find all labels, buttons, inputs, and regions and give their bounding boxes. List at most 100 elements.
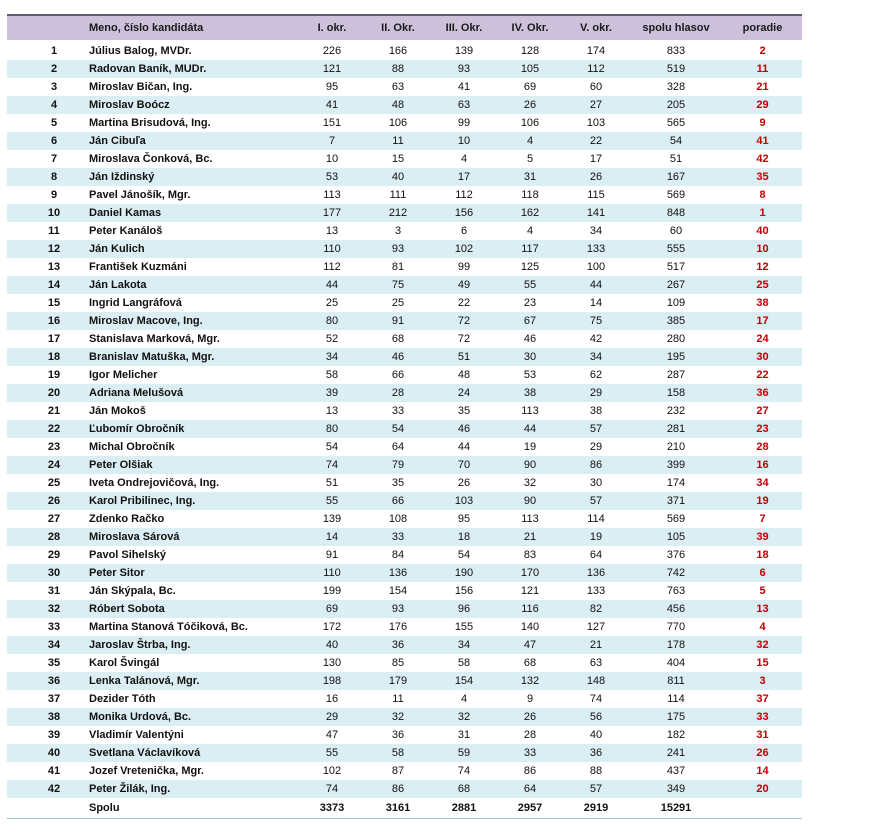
votes-okr-5: 29 (589, 441, 603, 453)
row-number: 42 (7, 780, 87, 798)
table-row: 13 František Kuzmáni 112 81 99 125 100 517 12 (7, 258, 802, 276)
table-row: 19 Igor Melicher 58 66 48 53 62 287 22 (7, 366, 802, 384)
votes-okr-5: 86 (563, 456, 629, 474)
total-votes: 178 (629, 636, 723, 654)
candidate-name: Ján Skýpala, Bc. (89, 585, 176, 597)
votes-okr-5: 64 (589, 549, 603, 561)
votes-okr-1: 54 (325, 441, 339, 453)
total-votes: 456 (629, 600, 723, 618)
votes-okr-1: 130 (322, 657, 342, 669)
table-row: 11 Peter Kanáloš 13 3 6 4 34 60 40 (7, 222, 802, 240)
candidate-name: Miroslava Sárová (87, 528, 299, 546)
candidate-name: Svetlana Václavíková (87, 744, 299, 762)
rank: 5 (759, 585, 766, 597)
candidate-name: Ingrid Langráfová (89, 297, 182, 309)
rank: 6 (723, 564, 802, 582)
votes-okr-2: 66 (365, 492, 431, 510)
votes-okr-5: 148 (563, 672, 629, 690)
votes-okr-2: 87 (391, 765, 405, 777)
total-votes: 267 (629, 276, 723, 294)
row-number: 37 (47, 693, 61, 705)
rank: 29 (723, 96, 802, 114)
votes-okr-4: 68 (523, 657, 537, 669)
votes-okr-4: 106 (520, 117, 540, 129)
votes-okr-2: 15 (391, 153, 405, 165)
votes-okr-2: 66 (391, 369, 405, 381)
header-district-2: II. Okr. (365, 15, 431, 42)
row-number: 14 (7, 276, 87, 294)
row-number: 13 (47, 261, 61, 273)
votes-okr-5: 127 (586, 621, 606, 633)
votes-okr-2: 88 (365, 60, 431, 78)
results-sheet: Meno, číslo kandidáta I. okr. II. Okr. I… (7, 14, 802, 819)
votes-okr-5: 141 (563, 204, 629, 222)
votes-okr-2: 75 (365, 276, 431, 294)
row-number: 35 (47, 657, 61, 669)
total-votes: 833 (666, 45, 686, 57)
row-number: 15 (47, 297, 61, 309)
total-votes: 281 (629, 420, 723, 438)
rank: 33 (723, 708, 802, 726)
votes-okr-4: 33 (497, 744, 563, 762)
table-row: 8 Ján Iždinský 53 40 17 31 26 167 35 (7, 168, 802, 186)
row-number: 36 (7, 672, 87, 690)
votes-okr-4: 44 (497, 420, 563, 438)
table-row: 39 Vladimír Valentýni 47 36 31 28 40 182 31 (7, 726, 802, 744)
votes-okr-3: 49 (431, 276, 497, 294)
total-votes: 376 (666, 549, 686, 561)
table-row: 4 Miroslav Boócz 41 48 63 26 27 205 29 (7, 96, 802, 114)
row-number: 19 (47, 369, 61, 381)
table-row: 25 Iveta Ondrejovičová, Ing. 51 35 26 32 30 174… (7, 474, 802, 492)
table-row: 17 Stanislava Marková, Mgr. 52 68 72 46 42 280 2… (7, 330, 802, 348)
votes-okr-5: 56 (563, 708, 629, 726)
table-row: 15 Ingrid Langráfová 25 25 22 23 14 109 38 (7, 294, 802, 312)
row-number: 1 (50, 45, 58, 57)
table-row: 40 Svetlana Václavíková 55 58 59 33 36 241 26 (7, 744, 802, 762)
votes-okr-3: 70 (431, 456, 497, 474)
votes-okr-1: 91 (325, 549, 339, 561)
rank: 30 (723, 348, 802, 366)
votes-okr-5: 63 (589, 657, 603, 669)
table-row: 29 Pavol Sihelský 91 84 54 83 64 376 18 (7, 546, 802, 564)
votes-okr-3: 96 (431, 600, 497, 618)
candidate-name: Stanislava Marková, Mgr. (89, 333, 220, 345)
candidate-name: Peter Žilák, Ing. (87, 780, 299, 798)
total-votes: 158 (629, 384, 723, 402)
table-footer: Spolu 3373 3161 2881 2957 2919 15291 (7, 798, 802, 819)
votes-okr-2: 91 (365, 312, 431, 330)
votes-okr-5: 133 (586, 585, 606, 597)
candidate-name: Róbert Sobota (87, 600, 299, 618)
candidate-name: Ján Kulich (87, 240, 299, 258)
total-votes: 51 (669, 153, 683, 165)
votes-okr-1: 52 (325, 333, 339, 345)
votes-okr-4: 113 (521, 513, 539, 525)
candidates-results-table: Meno, číslo kandidáta I. okr. II. Okr. I… (7, 14, 802, 819)
votes-okr-4: 117 (497, 240, 563, 258)
rank: 8 (759, 189, 766, 201)
candidate-name: Pavol Sihelský (89, 549, 167, 561)
votes-okr-2: 40 (365, 168, 431, 186)
candidate-name: Dezider Tóth (89, 693, 156, 705)
votes-okr-3: 44 (457, 441, 471, 453)
votes-okr-3: 72 (457, 333, 471, 345)
table-row: 12 Ján Kulich 110 93 102 117 133 555 10 (7, 240, 802, 258)
votes-okr-5: 57 (563, 492, 629, 510)
header-district-1: I. okr. (299, 15, 365, 42)
votes-okr-5: 34 (563, 348, 629, 366)
votes-okr-3: 190 (431, 564, 497, 582)
votes-okr-4: 38 (497, 384, 563, 402)
rank: 39 (723, 528, 802, 546)
votes-okr-3: 22 (457, 297, 471, 309)
votes-okr-3: 156 (431, 204, 497, 222)
votes-okr-3: 18 (431, 528, 497, 546)
votes-okr-3: 31 (457, 729, 471, 741)
total-votes: 519 (629, 60, 723, 78)
votes-okr-1: 51 (325, 477, 339, 489)
row-number: 10 (7, 204, 87, 222)
header-row: Meno, číslo kandidáta I. okr. II. Okr. I… (7, 15, 802, 42)
votes-okr-5: 17 (589, 153, 603, 165)
votes-okr-5: 38 (589, 405, 603, 417)
table-row: 9 Pavel Jánošík, Mgr. 113 111 112 118 115 569 8 (7, 186, 802, 204)
rank: 31 (756, 729, 769, 741)
row-number: 38 (7, 708, 87, 726)
